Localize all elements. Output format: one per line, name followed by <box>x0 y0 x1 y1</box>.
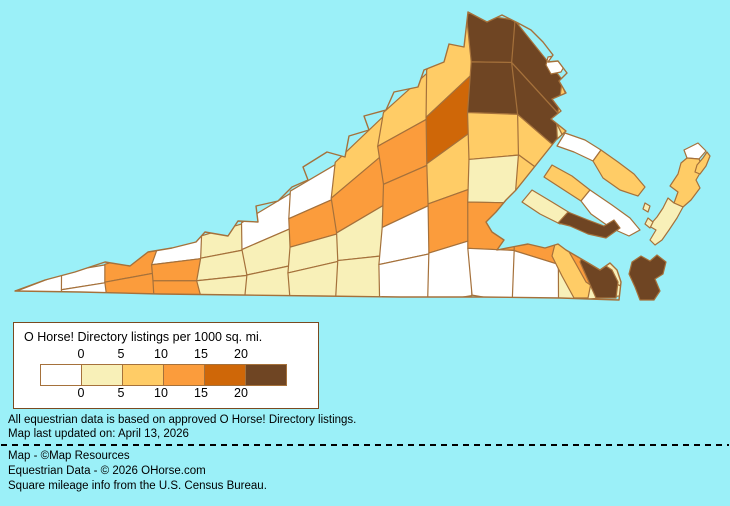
mileage-credit: Square mileage info from the U.S. Census… <box>8 480 267 492</box>
bay-island <box>642 202 651 213</box>
county <box>467 154 524 204</box>
peninsula-county <box>543 164 591 202</box>
legend-tick-label: 20 <box>234 386 248 400</box>
county <box>287 259 343 300</box>
county <box>378 252 434 300</box>
eastern-shore-island <box>694 151 711 175</box>
county <box>467 247 519 300</box>
map-credit: Map - ©Map Resources <box>8 450 130 462</box>
eastern-shore-county <box>648 197 684 246</box>
legend-swatch <box>245 364 287 386</box>
bay-island <box>644 217 654 229</box>
legend-tick-label: 0 <box>77 347 85 361</box>
virginia-choropleth-map <box>14 11 711 301</box>
peninsula-county <box>580 189 641 237</box>
legend-box: O Horse! Directory listings per 1000 sq.… <box>13 322 319 409</box>
legend-tick-label: 10 <box>154 347 168 361</box>
county <box>334 254 387 300</box>
data-source-note: All equestrian data is based on approved… <box>8 414 357 426</box>
legend-title: O Horse! Directory listings per 1000 sq.… <box>24 330 263 344</box>
legend-tick-label: 5 <box>117 386 125 400</box>
legend-tick-label: 20 <box>234 347 248 361</box>
peninsula-county <box>592 149 646 197</box>
state-outline <box>14 11 622 301</box>
county <box>545 54 567 75</box>
legend-color-bar <box>40 364 287 386</box>
county <box>466 111 524 161</box>
legend-tick-label: 5 <box>117 347 125 361</box>
legend-swatch <box>122 364 164 386</box>
peninsula-county <box>556 132 602 162</box>
last-updated-note: Map last updated on: April 13, 2026 <box>8 428 189 440</box>
eastern-shore-county <box>683 142 707 160</box>
legend-swatch <box>81 364 123 386</box>
legend-tick-label: 15 <box>194 386 208 400</box>
legend-tick-label: 15 <box>194 347 208 361</box>
peninsula-county <box>557 211 621 239</box>
legend-swatch <box>163 364 205 386</box>
legend-tick-label: 10 <box>154 386 168 400</box>
legend-swatch <box>204 364 246 386</box>
county <box>467 201 520 252</box>
dashed-divider <box>1 444 729 446</box>
county <box>511 250 568 300</box>
data-credit: Equestrian Data - © 2026 OHorse.com <box>8 465 206 477</box>
county <box>465 12 520 64</box>
legend-swatch <box>40 364 82 386</box>
legend-tick-label: 0 <box>77 386 85 400</box>
virginia-beach-county <box>628 254 667 301</box>
